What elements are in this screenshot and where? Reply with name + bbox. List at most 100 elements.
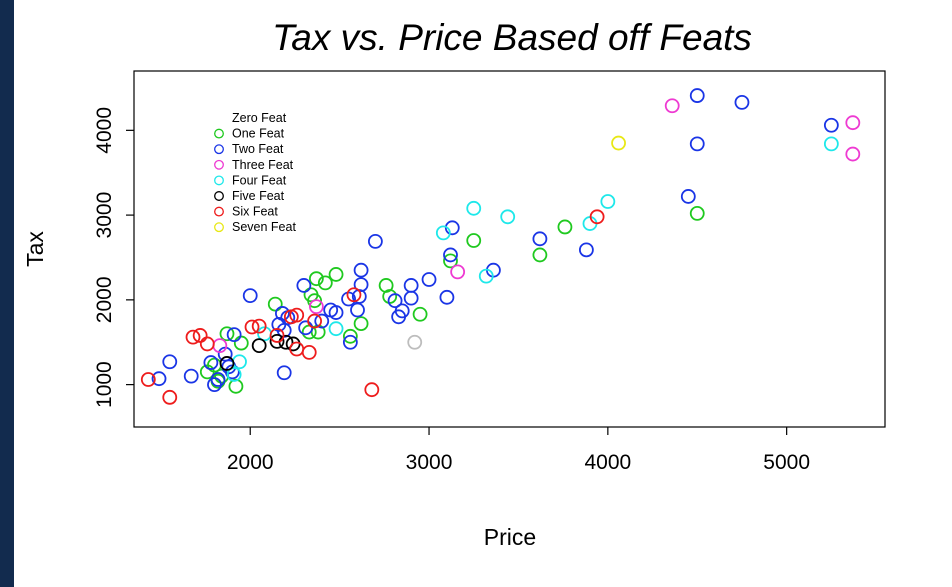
legend-entry: Four Feat <box>232 173 287 187</box>
tax-price-scatter-chart: Tax vs. Price Based off Feats 2000 3000 40… <box>22 17 886 550</box>
data-point <box>183 368 199 384</box>
data-point <box>532 231 548 247</box>
data-point <box>600 194 616 209</box>
data-point <box>210 372 226 387</box>
data-point <box>301 345 317 360</box>
y-tick-label: 1000 <box>93 361 116 408</box>
data-point <box>162 354 178 370</box>
legend-marker <box>214 191 224 201</box>
data-point <box>689 136 705 152</box>
data-point <box>199 336 215 352</box>
data-point <box>226 327 242 343</box>
data-point <box>269 333 285 349</box>
data-point <box>342 334 358 350</box>
x-axis-label: Price <box>484 524 536 550</box>
data-point <box>307 293 322 309</box>
data-point <box>611 135 626 151</box>
data-point <box>298 320 314 336</box>
legend-entry: Zero Feat <box>232 111 287 125</box>
data-point <box>387 293 403 309</box>
data-point <box>242 288 258 304</box>
data-point <box>350 302 365 318</box>
data-point <box>450 264 466 280</box>
x-tick-label: 5000 <box>763 451 810 474</box>
data-point <box>232 354 247 370</box>
data-point <box>203 355 219 370</box>
legend-entry: Seven Feat <box>232 220 296 234</box>
legend-marker <box>214 175 224 186</box>
y-tick-label: 2000 <box>93 276 116 323</box>
data-point <box>435 225 451 241</box>
data-point <box>578 242 594 258</box>
data-point <box>823 117 839 133</box>
data-point <box>353 277 369 293</box>
y-axis: 1000 2000 3000 4000 <box>93 107 134 408</box>
data-point <box>412 306 428 322</box>
data-point <box>296 278 312 293</box>
data-point <box>226 367 242 382</box>
data-point <box>466 200 482 216</box>
data-point <box>276 365 292 381</box>
data-point <box>233 335 249 351</box>
data-point <box>353 316 369 331</box>
data-point <box>478 268 494 284</box>
data-point <box>251 318 267 334</box>
data-point <box>734 94 750 110</box>
plot-frame <box>133 70 886 428</box>
data-point <box>500 209 516 225</box>
data-point <box>823 136 839 152</box>
data-point <box>443 253 458 269</box>
data-point <box>532 247 548 263</box>
data-point <box>466 233 482 248</box>
data-point <box>219 326 235 342</box>
data-point <box>557 219 573 235</box>
data-point <box>151 371 167 387</box>
y-tick-label: 4000 <box>93 107 116 154</box>
legend-entry: Five Feat <box>232 189 285 203</box>
data-point <box>407 334 423 350</box>
data-point <box>342 328 358 344</box>
legend-marker <box>214 159 224 170</box>
data-point <box>267 296 283 312</box>
legend-marker <box>214 222 224 233</box>
data-point <box>219 356 235 371</box>
data-point <box>244 319 260 335</box>
legend-entry: Three Feat <box>232 158 294 172</box>
x-tick-label: 3000 <box>406 451 453 474</box>
y-axis-label: Tax <box>22 231 48 267</box>
legend-entry: One Feat <box>232 127 285 141</box>
data-points <box>140 88 861 405</box>
data-point <box>308 271 324 287</box>
data-point <box>443 247 458 263</box>
data-point <box>367 233 383 249</box>
data-point <box>689 205 705 221</box>
data-point <box>140 372 156 387</box>
data-point <box>185 329 201 345</box>
chart-title: Tax vs. Price Based off Feats <box>272 17 752 58</box>
data-point <box>317 275 333 291</box>
data-point <box>353 262 369 278</box>
data-point <box>308 299 324 315</box>
legend-entry: Six Feat <box>232 205 278 219</box>
data-point <box>439 289 455 305</box>
x-axis: 2000 3000 4000 5000 <box>227 427 810 474</box>
data-point <box>307 313 322 329</box>
data-point <box>403 278 419 293</box>
data-point <box>328 321 344 337</box>
data-point <box>394 303 410 319</box>
y-tick-label: 3000 <box>93 192 116 239</box>
data-point <box>251 338 267 354</box>
data-point <box>269 328 285 343</box>
legend-marker <box>214 144 224 155</box>
data-point <box>403 290 419 306</box>
data-point <box>845 146 861 162</box>
legend-marker <box>214 128 224 139</box>
data-point <box>346 287 362 303</box>
data-point <box>192 328 208 343</box>
data-point <box>328 305 344 320</box>
data-point <box>364 382 380 398</box>
data-point <box>421 272 437 287</box>
data-point <box>664 98 680 114</box>
data-point <box>680 189 696 204</box>
x-tick-label: 2000 <box>227 451 274 474</box>
